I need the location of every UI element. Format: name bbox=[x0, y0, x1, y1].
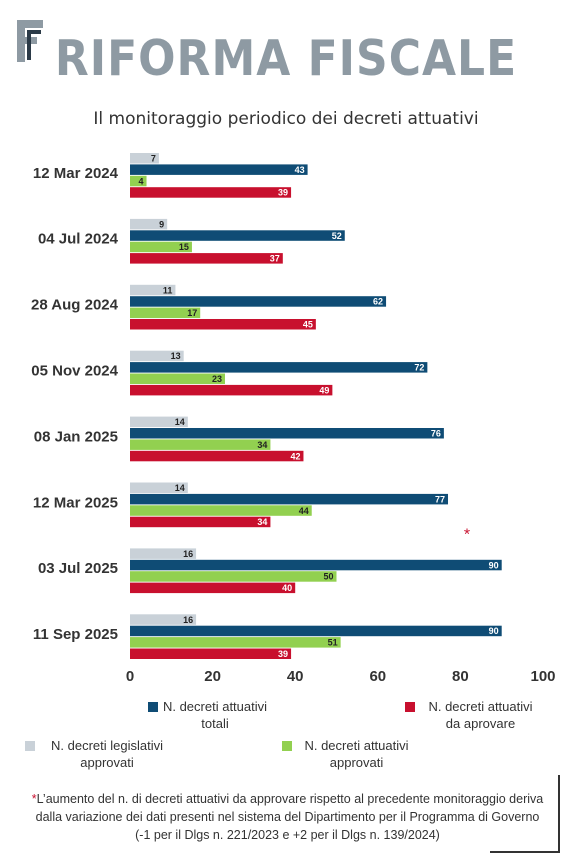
legend-swatch bbox=[25, 741, 35, 751]
category-label: 04 Jul 2024 bbox=[38, 231, 119, 248]
bar bbox=[130, 505, 312, 516]
data-label: 72 bbox=[414, 363, 424, 373]
category-label: 05 Nov 2024 bbox=[31, 363, 118, 380]
data-label: 77 bbox=[435, 494, 445, 504]
category-label: 08 Jan 2025 bbox=[34, 428, 118, 445]
bar bbox=[130, 482, 188, 493]
legend-label: N. decreti legislativi approvati bbox=[51, 738, 163, 770]
category-label: 03 Jul 2025 bbox=[38, 560, 118, 577]
legend-label: N. decreti attuativi totali bbox=[162, 699, 268, 731]
bar bbox=[130, 493, 449, 505]
data-label: 9 bbox=[159, 219, 164, 229]
bar bbox=[130, 582, 296, 594]
category-label: 28 Aug 2024 bbox=[31, 297, 119, 314]
data-label: 17 bbox=[187, 308, 197, 318]
data-label: 90 bbox=[489, 626, 499, 636]
bar bbox=[130, 164, 308, 175]
data-label: 13 bbox=[171, 351, 181, 361]
data-label: 39 bbox=[278, 649, 288, 659]
bar bbox=[130, 625, 502, 637]
bar bbox=[130, 350, 184, 362]
bar bbox=[130, 439, 271, 450]
data-label: 49 bbox=[319, 385, 329, 395]
bar bbox=[130, 218, 168, 230]
x-tick-label: 60 bbox=[369, 668, 386, 685]
data-label: 14 bbox=[175, 417, 185, 427]
data-label: 52 bbox=[332, 231, 342, 241]
bar bbox=[130, 450, 304, 462]
bar bbox=[130, 187, 292, 198]
frame-line-right bbox=[558, 775, 560, 853]
category-label: 12 Mar 2025 bbox=[33, 494, 118, 511]
x-tick-label: 40 bbox=[287, 668, 304, 685]
logo-icon bbox=[17, 20, 43, 62]
footnote-star: * bbox=[31, 792, 37, 806]
bar bbox=[130, 362, 428, 373]
legend-label: N. decreti attuativi approvati bbox=[304, 738, 409, 770]
bar bbox=[130, 428, 444, 439]
legend-label: N. decreti attuativi da aprovare bbox=[428, 699, 533, 731]
bar bbox=[130, 637, 341, 648]
bar bbox=[130, 614, 197, 625]
legend-swatch bbox=[148, 702, 158, 712]
category-label: 11 Sep 2025 bbox=[33, 626, 118, 643]
data-label: 4 bbox=[139, 176, 144, 186]
legend-swatch bbox=[282, 741, 292, 751]
bar bbox=[130, 153, 159, 164]
bar bbox=[130, 559, 502, 571]
bar bbox=[130, 548, 197, 559]
bar bbox=[130, 307, 201, 319]
data-label: 23 bbox=[212, 374, 222, 384]
data-label: 90 bbox=[489, 560, 499, 570]
data-label: 62 bbox=[373, 297, 383, 307]
data-label: 16 bbox=[183, 549, 193, 559]
bar bbox=[130, 373, 225, 384]
data-label: 50 bbox=[323, 572, 333, 582]
data-label: 43 bbox=[295, 165, 305, 175]
bar bbox=[130, 175, 147, 187]
legend-swatch bbox=[405, 702, 415, 712]
data-label: 40 bbox=[282, 583, 292, 593]
data-label: 34 bbox=[257, 517, 267, 527]
category-label: 12 Mar 2024 bbox=[33, 165, 119, 182]
frame-line-bottom bbox=[490, 851, 560, 853]
bar bbox=[130, 516, 271, 528]
x-tick-label: 0 bbox=[126, 668, 134, 685]
bar bbox=[130, 296, 387, 307]
footnote-text: L’aumento del n. di decreti attuativi da… bbox=[35, 792, 544, 842]
data-label: 7 bbox=[151, 154, 156, 164]
x-tick-label: 80 bbox=[452, 668, 469, 685]
data-label: 34 bbox=[257, 440, 267, 450]
page-subtitle: Il monitoraggio periodico dei decreti at… bbox=[93, 109, 479, 129]
bar bbox=[130, 416, 188, 428]
x-tick-label: 100 bbox=[530, 668, 555, 685]
data-label: 76 bbox=[431, 429, 441, 439]
bar bbox=[130, 253, 283, 264]
bar bbox=[130, 571, 337, 582]
footnote: *L’aumento del n. di decreti attuativi d… bbox=[30, 790, 545, 844]
data-label: 42 bbox=[290, 451, 300, 461]
data-label: 39 bbox=[278, 188, 288, 198]
data-label: 44 bbox=[299, 506, 309, 516]
data-label: 11 bbox=[163, 285, 173, 295]
bar bbox=[130, 319, 316, 330]
data-label: 14 bbox=[175, 483, 185, 493]
page-title: RIFORMA FISCALE bbox=[54, 30, 518, 88]
bar bbox=[130, 230, 345, 241]
bar bbox=[130, 284, 176, 296]
bar bbox=[130, 384, 333, 396]
data-label: 37 bbox=[270, 254, 280, 264]
data-label: 15 bbox=[179, 242, 189, 252]
annotation-star: * bbox=[464, 526, 470, 543]
x-tick-label: 20 bbox=[204, 668, 221, 685]
bar bbox=[130, 648, 292, 659]
data-label: 16 bbox=[183, 615, 193, 625]
data-label: 51 bbox=[328, 638, 338, 648]
bar bbox=[130, 241, 192, 253]
data-label: 45 bbox=[303, 320, 313, 330]
